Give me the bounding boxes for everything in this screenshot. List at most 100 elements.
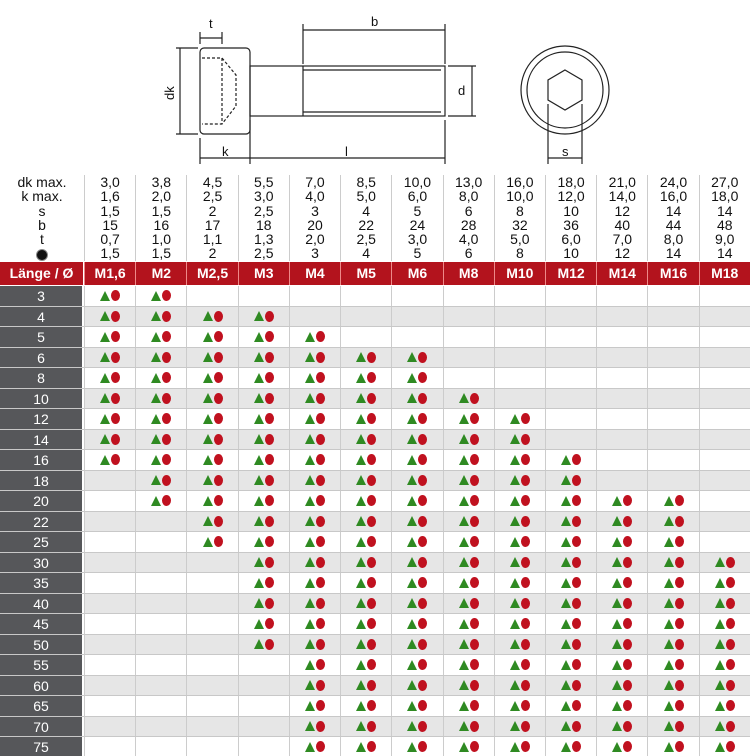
table-row: 10 [0,388,750,409]
triangle-green-icon [202,393,213,404]
circle-red-icon [213,413,223,425]
circle-red-icon [674,597,684,609]
circle-red-icon [469,659,479,671]
circle-red-icon [469,413,479,425]
availability-cell [647,675,698,695]
circle-red-icon [674,577,684,589]
header-size: M4 [288,262,340,285]
circle-red-icon [162,495,172,507]
availability-cell [698,737,750,756]
availability-cell [84,532,135,552]
circle-red-icon [264,413,274,425]
availability-cell [135,286,186,306]
circle-red-icon [264,392,274,404]
triangle-green-icon [612,536,623,547]
availability-cell [84,675,135,695]
triangle-green-icon [304,413,315,424]
triangle-green-icon [202,372,213,383]
dimension-table: dk max. 3,0 3,8 4,5 5,5 7,0 8,5 10,0 13,0 16,0 18,… [0,175,750,261]
availability-cell [135,306,186,326]
triangle-green-icon [509,598,520,609]
availability-cell [135,470,186,490]
triangle-green-icon [458,475,469,486]
circle-red-icon [674,700,684,712]
triangle-green-icon [561,721,572,732]
circle-red-icon [572,577,582,589]
triangle-green-icon [509,454,520,465]
dimension-value: 40 [596,218,647,233]
triangle-green-icon [253,557,264,568]
availability-cell [391,388,442,408]
circle-red-icon [213,433,223,445]
dimension-value: 4,5 [186,175,237,190]
circle-red-icon [469,577,479,589]
circle-red-icon [213,331,223,343]
circle-red-icon [520,433,530,445]
triangle-green-icon [407,680,418,691]
availability-cell [237,491,289,511]
availability-cell [698,573,750,593]
triangle-green-icon [407,659,418,670]
circle-red-icon [418,720,428,732]
availability-cell [596,716,647,736]
circle-red-icon [418,659,428,671]
triangle-green-icon [304,659,315,670]
triangle-green-icon [458,516,469,527]
triangle-green-icon [458,557,469,568]
availability-cell [237,470,289,490]
circle-red-icon [520,597,530,609]
circle-red-icon [469,638,479,650]
availability-cell [596,696,647,716]
table-row: 20 [0,491,750,512]
triangle-green-icon [663,700,674,711]
availability-cell [135,675,186,695]
triangle-green-icon [202,434,213,445]
triangle-green-icon [356,413,367,424]
dimension-value: 4,0 [442,232,494,247]
availability-cell [596,573,647,593]
dimension-value: 36 [544,218,596,233]
circle-red-icon [418,515,428,527]
triangle-green-icon [202,413,213,424]
circle-red-icon [367,638,377,650]
triangle-green-icon [304,516,315,527]
triangle-green-icon [509,659,520,670]
availability-cell [135,532,186,552]
circle-red-icon [725,597,735,609]
dimension-row: s 1,5 1,5 2 2,5 3 4 5 6 8 10 12 14 14 [0,203,750,218]
triangle-green-icon [458,413,469,424]
triangle-green-icon [612,659,623,670]
circle-red-icon [264,372,274,384]
availability-cell [340,655,391,675]
circle-red-icon [367,372,377,384]
dimension-value: 48 [698,218,750,233]
availability-cell [186,347,237,367]
availability-cell [493,593,545,613]
dimension-value: 8,5 [340,175,391,190]
availability-cell [186,470,237,490]
availability-cell [391,368,442,388]
circle-red-icon [264,454,274,466]
triangle-green-icon [561,680,572,691]
dimension-value: 1,5 [135,246,186,261]
availability-cell [186,306,237,326]
dimension-value: 3,0 [237,189,289,204]
triangle-green-icon [151,290,162,301]
availability-cell [186,737,237,756]
availability-cell [288,614,340,634]
dimension-row: dk max. 3,0 3,8 4,5 5,5 7,0 8,5 10,0 13,0 16,0 18,… [0,175,750,190]
header-size: M3 [237,262,289,285]
triangle-green-icon [304,721,315,732]
triangle-green-icon [714,721,725,732]
availability-cell [84,388,135,408]
triangle-green-icon [407,393,418,404]
availability-cell [288,470,340,490]
availability-cell [186,532,237,552]
availability-cell [135,491,186,511]
triangle-green-icon [561,577,572,588]
triangle-green-icon [202,516,213,527]
circle-red-icon [469,679,479,691]
availability-cell [135,593,186,613]
dimension-value: 18 [237,218,289,233]
circle-red-icon [725,618,735,630]
